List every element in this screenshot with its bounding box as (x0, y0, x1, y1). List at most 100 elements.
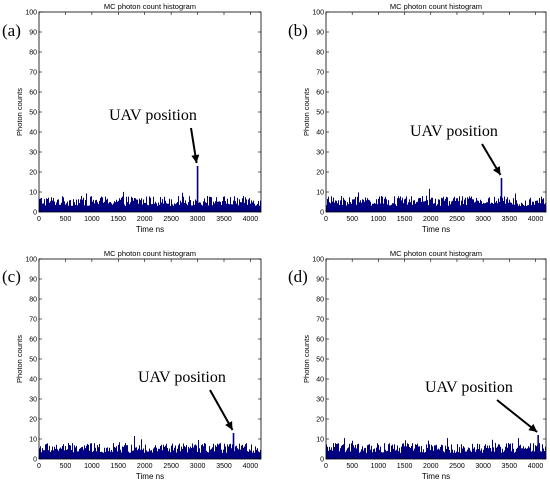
x-tick-label: 2500 (163, 463, 179, 470)
x-tick-label: 1500 (110, 463, 126, 470)
y-tick-label: 0 (33, 457, 37, 464)
y-tick-label: 30 (316, 150, 324, 157)
x-tick-label: 1500 (397, 216, 413, 223)
y-tick-label: 20 (29, 170, 37, 177)
x-tick-label: 2000 (137, 463, 153, 470)
y-tick-label: 60 (29, 90, 37, 97)
y-axis-label: Photon counts (302, 335, 311, 383)
y-tick-label: 90 (316, 30, 324, 37)
x-tick-label: 1000 (371, 216, 387, 223)
x-tick-label: 2000 (137, 216, 153, 223)
x-tick-label: 1000 (84, 463, 100, 470)
histogram-bars (326, 188, 546, 212)
x-tick-label: 3500 (216, 463, 232, 470)
y-tick-label: 50 (29, 110, 37, 117)
chart-title: MC photon count histogram (104, 249, 196, 258)
y-tick-label: 20 (316, 417, 324, 424)
x-tick-label: 1000 (371, 463, 387, 470)
x-tick-label: 500 (60, 216, 72, 223)
x-tick-label: 500 (346, 216, 358, 223)
chart-title: MC photon count histogram (390, 249, 482, 258)
annotation-text: UAV position (410, 123, 498, 140)
annotation-arrow (496, 399, 538, 433)
y-tick-label: 70 (316, 70, 324, 77)
y-tick-label: 60 (29, 337, 37, 344)
y-tick-label: 0 (320, 457, 324, 464)
chart-title: MC photon count histogram (390, 2, 482, 11)
x-tick-label: 3000 (475, 216, 491, 223)
x-tick-label: 0 (324, 463, 328, 470)
x-axis-label: Time ns (422, 225, 450, 234)
chart-panel-2: MC photon count histogram 0 10 20 30 40 50 60 70… (2, 249, 262, 481)
y-tick-label: 40 (316, 130, 324, 137)
x-tick-label: 4000 (243, 216, 259, 223)
panel-label: (c) (2, 267, 21, 286)
x-axis-label: Time ns (422, 472, 450, 481)
y-tick-label: 100 (25, 10, 37, 17)
x-tick-label: 0 (324, 216, 328, 223)
panel-label: (d) (288, 267, 308, 286)
x-tick-label: 3500 (216, 216, 232, 223)
y-tick-label: 30 (29, 150, 37, 157)
x-tick-label: 0 (37, 216, 41, 223)
y-axis-label: Photon counts (15, 88, 24, 136)
y-tick-label: 0 (33, 210, 37, 217)
y-tick-label: 80 (29, 297, 37, 304)
annotation-arrowhead (492, 166, 501, 175)
y-tick-label: 80 (316, 50, 324, 57)
y-tick-label: 40 (316, 377, 324, 384)
chart-panel-3: MC photon count histogram 0 10 20 30 40 50 60 70… (288, 249, 547, 481)
annotation-arrowhead (225, 421, 233, 430)
y-axis-label: Photon counts (302, 88, 311, 136)
x-tick-label: 3000 (475, 463, 491, 470)
y-tick-label: 10 (316, 190, 324, 197)
y-tick-label: 100 (25, 257, 37, 264)
x-axis-label: Time ns (136, 225, 164, 234)
chart-panel-0: MC photon count histogram 0 10 20 30 40 50 60 70… (2, 2, 262, 234)
x-tick-label: 4000 (528, 463, 544, 470)
y-tick-label: 10 (29, 437, 37, 444)
x-tick-label: 0 (37, 463, 41, 470)
histogram-bars (326, 438, 546, 459)
x-tick-label: 2000 (423, 216, 439, 223)
x-tick-label: 1500 (110, 216, 126, 223)
y-axis-label: Photon counts (15, 335, 24, 383)
plot-frame (325, 258, 547, 460)
y-tick-label: 100 (312, 10, 324, 17)
x-tick-label: 500 (346, 463, 358, 470)
y-tick-label: 80 (29, 50, 37, 57)
x-tick-label: 4000 (528, 216, 544, 223)
x-tick-label: 3500 (502, 463, 518, 470)
y-tick-label: 100 (312, 257, 324, 264)
annotation-arrowhead (528, 423, 538, 432)
x-tick-label: 3000 (190, 216, 206, 223)
x-tick-label: 500 (60, 463, 72, 470)
plot-frame (325, 11, 547, 213)
y-tick-label: 60 (316, 337, 324, 344)
y-tick-label: 50 (316, 357, 324, 364)
x-axis-label: Time ns (136, 472, 164, 481)
x-tick-label: 2500 (163, 216, 179, 223)
chart-title: MC photon count histogram (104, 2, 196, 11)
y-tick-label: 90 (316, 277, 324, 284)
histogram-bars (39, 436, 261, 459)
panel-label: (b) (288, 21, 308, 40)
y-tick-label: 10 (316, 437, 324, 444)
y-tick-label: 10 (29, 190, 37, 197)
y-tick-label: 70 (29, 70, 37, 77)
y-tick-label: 90 (29, 277, 37, 284)
y-tick-label: 50 (316, 110, 324, 117)
x-tick-label: 2500 (449, 216, 465, 223)
y-tick-label: 60 (316, 90, 324, 97)
y-tick-label: 90 (29, 30, 37, 37)
annotation-arrowhead (191, 154, 200, 163)
x-tick-label: 4000 (243, 463, 259, 470)
annotation-text: UAV position (109, 107, 197, 124)
y-tick-label: 40 (29, 377, 37, 384)
x-tick-label: 1500 (397, 463, 413, 470)
histogram-bars (39, 191, 261, 212)
x-tick-label: 1000 (84, 216, 100, 223)
x-tick-label: 2000 (423, 463, 439, 470)
y-tick-label: 50 (29, 357, 37, 364)
